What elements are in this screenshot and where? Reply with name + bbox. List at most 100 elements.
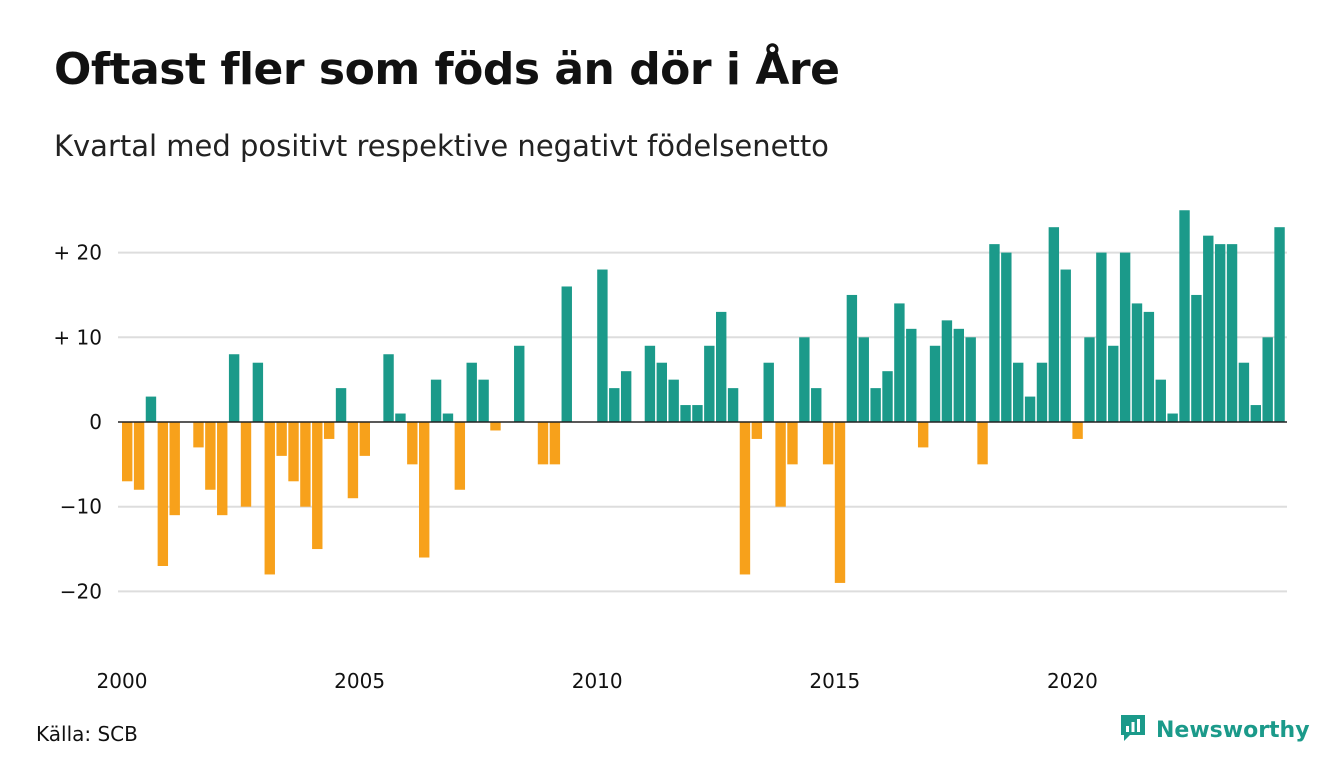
bar — [419, 422, 430, 558]
bar — [656, 362, 667, 422]
x-tick-label: 2000 — [97, 669, 148, 693]
bar — [264, 422, 275, 575]
bar — [1226, 244, 1238, 422]
bar — [347, 422, 359, 499]
x-tick-label: 2020 — [1047, 669, 1098, 693]
newsworthy-logo-icon — [1118, 712, 1148, 748]
y-tick-label: −20 — [60, 579, 102, 603]
bar — [834, 422, 846, 583]
bar — [620, 371, 632, 422]
bar — [217, 422, 228, 516]
bar — [454, 422, 466, 490]
x-tick-label: 2010 — [572, 669, 623, 693]
bar — [1001, 252, 1012, 422]
bar — [1024, 396, 1036, 422]
bar — [1108, 345, 1119, 422]
bar — [941, 320, 953, 422]
bar — [929, 345, 941, 422]
bar — [953, 328, 964, 422]
bar — [537, 422, 549, 465]
chart-subtitle: Kvartal med positivt respektive negativt… — [54, 129, 829, 163]
bar — [1096, 252, 1107, 422]
bar — [692, 405, 703, 422]
bar — [240, 422, 252, 507]
bar — [193, 422, 204, 448]
brand[interactable]: Newsworthy — [1118, 712, 1310, 748]
bar — [1084, 337, 1095, 422]
bar — [775, 422, 786, 507]
bar — [822, 422, 834, 465]
bar — [395, 413, 406, 422]
bar — [977, 422, 988, 465]
bar — [157, 422, 169, 566]
bar — [597, 269, 608, 422]
bar — [300, 422, 311, 507]
bar — [478, 379, 489, 422]
bar — [1262, 337, 1273, 422]
bar — [1143, 311, 1155, 422]
bar — [335, 388, 347, 422]
bar — [799, 337, 810, 422]
bar — [1191, 294, 1202, 422]
bar — [1274, 227, 1285, 422]
bar — [894, 303, 905, 422]
bar — [466, 362, 477, 422]
source-note: Källa: SCB — [36, 722, 138, 746]
bar — [228, 354, 240, 422]
bar — [1155, 379, 1166, 422]
bar — [561, 286, 572, 422]
bar — [716, 311, 727, 422]
bar — [1013, 362, 1024, 422]
x-axis-ticks: 2000 2005 2010 2015 2020 — [97, 669, 1098, 693]
bar — [1072, 422, 1083, 439]
bar — [882, 371, 893, 422]
bar — [312, 422, 323, 550]
y-axis-ticks: + 20 + 10 0 −10 −20 — [53, 241, 102, 604]
bar — [1179, 210, 1190, 422]
bar — [252, 362, 264, 422]
bar — [514, 345, 525, 422]
bar — [490, 422, 501, 431]
bar — [1048, 227, 1060, 422]
bar — [122, 422, 133, 482]
bar — [644, 345, 656, 422]
bar — [727, 388, 739, 422]
bar — [1214, 244, 1226, 422]
bar — [276, 422, 287, 456]
bar — [965, 337, 976, 422]
x-tick-label: 2005 — [334, 669, 385, 693]
bar — [846, 294, 858, 422]
bar — [680, 405, 691, 422]
bar — [1250, 405, 1261, 422]
bar — [811, 388, 822, 422]
bar — [870, 388, 881, 422]
bar — [1238, 362, 1250, 422]
bar — [787, 422, 798, 465]
bar — [906, 328, 917, 422]
bar — [323, 422, 335, 439]
bar — [205, 422, 216, 490]
bar — [1167, 413, 1178, 422]
bar-chart: + 20 + 10 0 −10 −20 2000 2005 2010 2015 2020 — [53, 210, 1287, 693]
y-tick-label: + 10 — [53, 325, 102, 349]
bar — [704, 345, 715, 422]
bar — [858, 337, 869, 422]
bar — [989, 244, 1000, 422]
bar — [442, 413, 454, 422]
bar — [751, 422, 763, 439]
y-tick-label: −10 — [60, 495, 102, 519]
bar — [1203, 235, 1214, 422]
bar — [763, 362, 774, 422]
bar — [145, 396, 157, 422]
bar — [133, 422, 145, 490]
chart-title: Oftast fler som föds än dör i Åre — [54, 44, 840, 95]
bar — [739, 422, 751, 575]
brand-name: Newsworthy — [1156, 717, 1310, 743]
bars — [122, 210, 1285, 583]
bar — [288, 422, 299, 482]
bar — [609, 388, 620, 422]
y-tick-label: 0 — [89, 410, 102, 434]
bar — [917, 422, 929, 448]
bar — [549, 422, 561, 465]
bar — [359, 422, 370, 456]
